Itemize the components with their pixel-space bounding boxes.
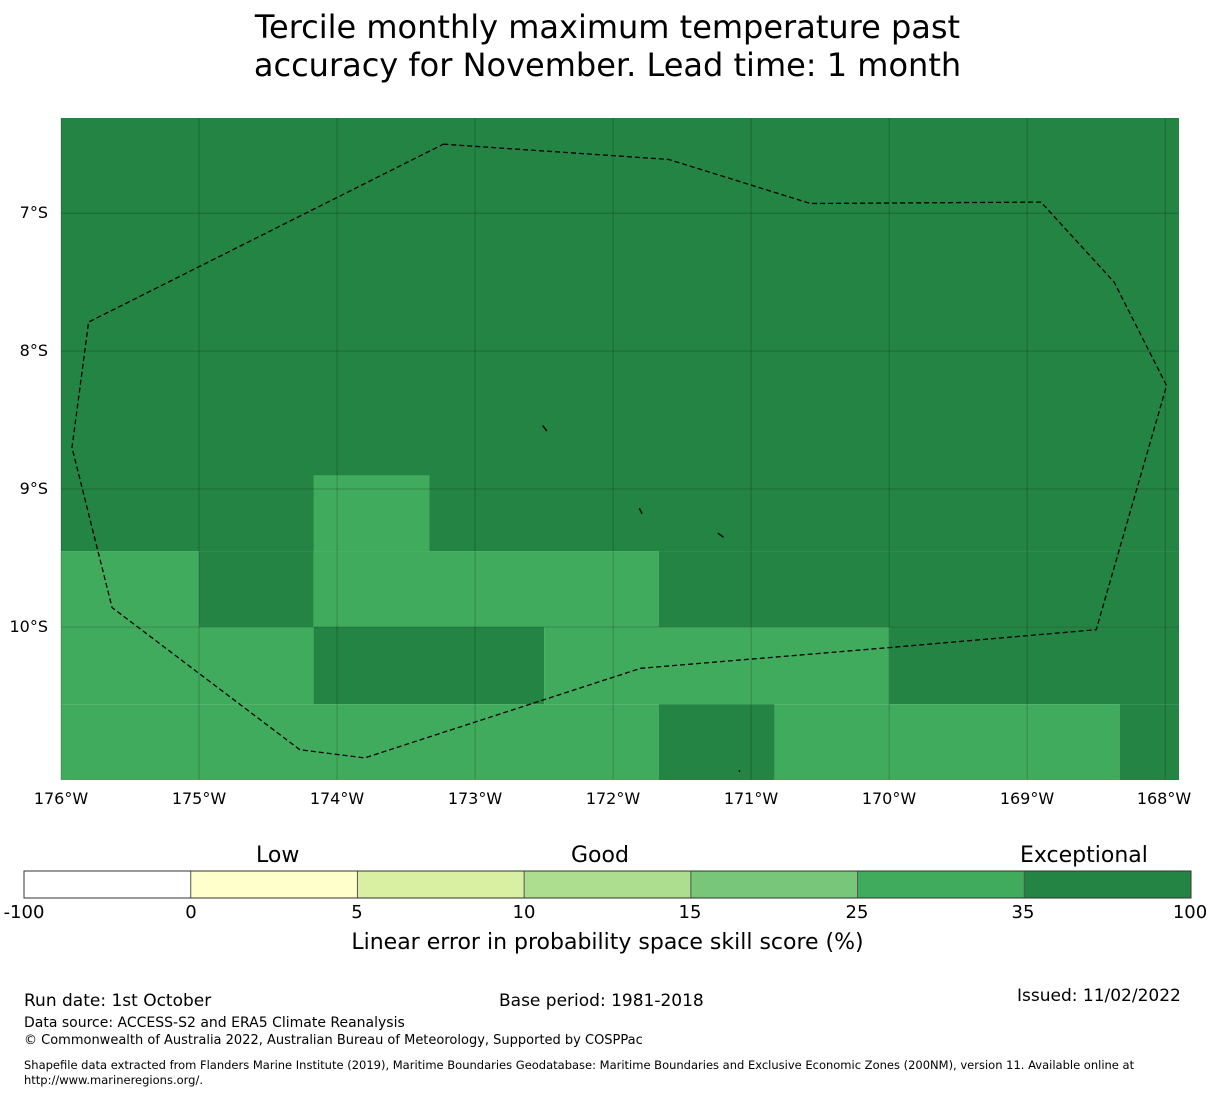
colorbar-tick: 15 — [678, 902, 702, 923]
colorbar-tick: 25 — [845, 902, 869, 923]
title-line-1: Tercile monthly maximum temperature past — [254, 8, 961, 46]
skill-cell-25-35 — [61, 626, 314, 705]
lon-label-173w: 173°W — [447, 789, 503, 808]
colorbar-tick: 0 — [185, 902, 197, 923]
lon-label-170w: 170°W — [861, 789, 917, 808]
data-source: Data source: ACCESS-S2 and ERA5 Climate … — [24, 1015, 405, 1031]
lat-label-8s: 8°S — [19, 341, 48, 360]
shapefile-credit-line-1: Shapefile data extracted from Flanders M… — [24, 1058, 1135, 1072]
graticule — [60, 118, 1179, 780]
skill-cell-25-35 — [61, 704, 659, 780]
skill-cell-25-35 — [774, 704, 1120, 780]
lat-label-7s: 7°S — [19, 203, 48, 222]
colorbar-tick: -100 — [3, 902, 45, 923]
island-outline — [542, 425, 548, 432]
colorbar-swatch — [1024, 871, 1191, 898]
colorbar-title: Linear error in probability space skill … — [351, 930, 864, 955]
skill-cell-25-35 — [61, 551, 200, 627]
skill-cell-35-100 — [889, 626, 1179, 705]
skill-cell-25-35 — [544, 626, 890, 705]
colorbar-swatch — [524, 871, 691, 898]
lon-label-168w: 168°W — [1136, 789, 1192, 808]
colorbar-swatch — [24, 871, 191, 898]
issued-date: Issued: 11/02/2022 — [1017, 986, 1181, 1006]
lat-label-10s: 10°S — [9, 617, 48, 636]
island-outline — [638, 507, 643, 515]
colorbar-tick: 10 — [512, 902, 536, 923]
colorbar-tick: 5 — [351, 902, 363, 923]
colorbar-swatch — [857, 871, 1025, 898]
skill-cell-25-35 — [313, 475, 430, 552]
skill-grid-cells — [61, 118, 1179, 780]
chart-title: Tercile monthly maximum temperature past… — [0, 8, 1215, 84]
base-period: Base period: 1981-2018 — [499, 991, 704, 1011]
islands — [542, 425, 741, 773]
colorbar-outline — [23, 870, 1192, 899]
skill-cell-35-100 — [313, 626, 545, 705]
eez-boundary-line — [71, 143, 1168, 759]
colorbar-category-low: Low — [256, 843, 300, 868]
colorbar-swatch — [190, 871, 358, 898]
colorbar-category-good: Good — [571, 843, 629, 868]
lon-label-175w: 175°W — [171, 789, 227, 808]
lon-label-169w: 169°W — [999, 789, 1055, 808]
lat-label-9s: 9°S — [19, 479, 48, 498]
copyright: © Commonwealth of Australia 2022, Austra… — [24, 1033, 643, 1048]
skill-cell-35-100 — [658, 704, 775, 780]
eez-boundary — [71, 143, 1168, 759]
skill-cell-35-100 — [199, 551, 314, 627]
colorbar-swatch — [357, 871, 525, 898]
colorbar-category-exceptional: Exceptional — [1020, 843, 1148, 868]
lon-label-171w: 171°W — [723, 789, 779, 808]
colorbar-swatch — [690, 871, 858, 898]
colorbar — [23, 870, 1192, 899]
colorbar-tick: 35 — [1011, 902, 1035, 923]
island-outline — [717, 532, 724, 538]
shapefile-credit-line-2: http://www.marineregions.org/. — [24, 1073, 203, 1087]
skill-cell-35-100 — [1119, 704, 1179, 780]
skill-cell-35-100 — [61, 118, 1179, 552]
colorbar-tick: 100 — [1172, 902, 1208, 923]
island-outline — [738, 769, 741, 773]
skill-cell-25-35 — [313, 551, 659, 627]
lon-label-174w: 174°W — [309, 789, 365, 808]
run-date: Run date: 1st October — [24, 991, 212, 1011]
skill-cell-35-100 — [658, 551, 1179, 627]
lon-label-172w: 172°W — [585, 789, 641, 808]
title-line-2: accuracy for November. Lead time: 1 mont… — [253, 46, 962, 84]
lon-label-176w: 176°W — [33, 789, 89, 808]
